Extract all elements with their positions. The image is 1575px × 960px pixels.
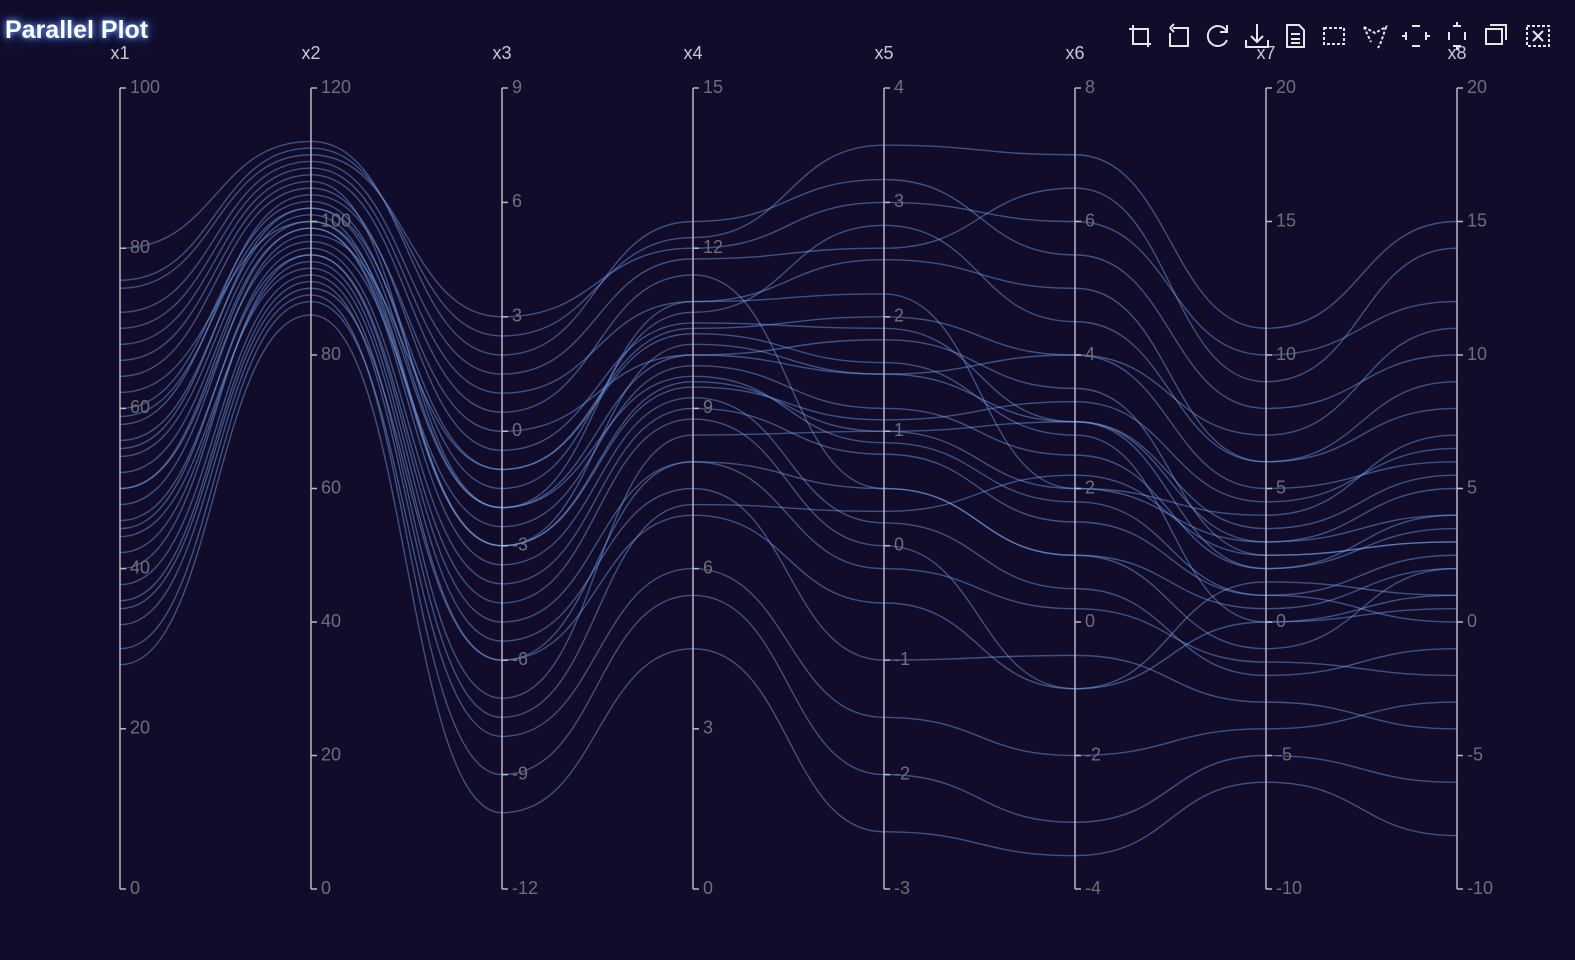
tick-label: 20 — [130, 718, 150, 738]
axis-name: x2 — [301, 43, 320, 63]
data-line — [119, 154, 1458, 356]
tick-label: 10 — [1276, 344, 1296, 364]
tick-label: -3 — [894, 878, 910, 898]
tick-label: 9 — [512, 77, 522, 97]
axes: x1020406080100x2020406080100120x3-12-9-6… — [110, 43, 1493, 898]
data-line — [119, 254, 1458, 650]
tick-label: 15 — [703, 77, 723, 97]
tick-label: -2 — [894, 763, 910, 783]
tick-label: -1 — [894, 649, 910, 669]
tool-save[interactable] — [1245, 24, 1269, 48]
tick-label: 0 — [894, 534, 904, 554]
tick-label: 120 — [321, 77, 351, 97]
axis-name: x4 — [683, 43, 702, 63]
axis-name: x6 — [1065, 43, 1084, 63]
tick-label: -10 — [1276, 878, 1302, 898]
axis-name: x3 — [492, 43, 511, 63]
data-line — [119, 234, 1458, 506]
tick-label: 20 — [1276, 77, 1296, 97]
tool-lasso[interactable] — [1363, 24, 1388, 49]
tick-label: 80 — [130, 237, 150, 257]
data-line — [119, 240, 1458, 570]
tick-label: 4 — [1085, 344, 1095, 364]
tick-label: 100 — [130, 77, 160, 97]
tick-label: 6 — [1085, 210, 1095, 230]
tick-label: 9 — [703, 397, 713, 417]
tool-clear[interactable] — [1448, 22, 1466, 50]
tool-data-view[interactable] — [1286, 24, 1305, 48]
tick-label: 60 — [130, 397, 150, 417]
tool-crop[interactable] — [1129, 25, 1151, 47]
tick-label: 15 — [1276, 210, 1296, 230]
axis-name: x7 — [1256, 43, 1275, 63]
tick-label: -10 — [1467, 878, 1493, 898]
data-line — [119, 200, 1458, 490]
data-line — [119, 314, 1458, 857]
tick-label: 3 — [512, 306, 522, 326]
tick-label: 3 — [894, 191, 904, 211]
tick-label: 2 — [1085, 477, 1095, 497]
tool-keep[interactable] — [1402, 25, 1430, 47]
tick-label: 0 — [1276, 611, 1286, 631]
tick-label: 8 — [1085, 77, 1095, 97]
tick-label: 0 — [703, 878, 713, 898]
tick-label: 0 — [1085, 611, 1095, 631]
tick-label: 1 — [894, 420, 904, 440]
tool-refresh[interactable] — [1206, 25, 1228, 47]
data-line — [119, 180, 1458, 516]
tick-label: 80 — [321, 344, 341, 364]
tick-label: 2 — [894, 306, 904, 326]
tick-label: -5 — [1276, 744, 1292, 764]
tick-label: -3 — [512, 534, 528, 554]
tick-label: -12 — [512, 878, 538, 898]
tick-label: 0 — [130, 878, 140, 898]
tick-label: -9 — [512, 763, 528, 783]
tick-label: 4 — [894, 77, 904, 97]
data-line — [119, 160, 1458, 383]
tick-label: 40 — [130, 557, 150, 577]
tick-label: 12 — [703, 237, 723, 257]
tick-label: 60 — [321, 477, 341, 497]
axis-name: x1 — [110, 43, 129, 63]
tick-label: -2 — [1085, 744, 1101, 764]
tool-multi[interactable] — [1485, 24, 1507, 45]
tick-label: -6 — [512, 649, 528, 669]
data-line — [119, 144, 1458, 337]
tick-label: 20 — [1467, 77, 1487, 97]
tick-label: 0 — [321, 878, 331, 898]
tick-label: 6 — [703, 557, 713, 577]
tick-label: 6 — [512, 191, 522, 211]
data-line — [119, 167, 1458, 463]
tick-label: -5 — [1467, 744, 1483, 764]
tick-label: 100 — [321, 210, 351, 230]
data-line — [119, 140, 1458, 410]
axis-name: x8 — [1447, 43, 1466, 63]
data-line — [119, 207, 1458, 623]
tick-label: 5 — [1467, 477, 1477, 497]
data-line — [119, 187, 1458, 530]
tick-label: 0 — [1467, 611, 1477, 631]
toolbar — [1129, 22, 1550, 50]
tool-close[interactable] — [1526, 25, 1550, 47]
tick-label: 5 — [1276, 477, 1286, 497]
axis-name: x5 — [874, 43, 893, 63]
tick-label: -4 — [1085, 878, 1101, 898]
data-line — [119, 174, 1458, 610]
tick-label: 10 — [1467, 344, 1487, 364]
tick-label: 40 — [321, 611, 341, 631]
tick-label: 20 — [321, 744, 341, 764]
tick-label: 15 — [1467, 210, 1487, 230]
chart-title: Parallel Plot — [5, 16, 149, 44]
tool-undo[interactable] — [1169, 23, 1189, 47]
tick-label: 0 — [512, 420, 522, 440]
tool-rect-select[interactable] — [1323, 27, 1345, 45]
tick-label: 3 — [703, 718, 713, 738]
